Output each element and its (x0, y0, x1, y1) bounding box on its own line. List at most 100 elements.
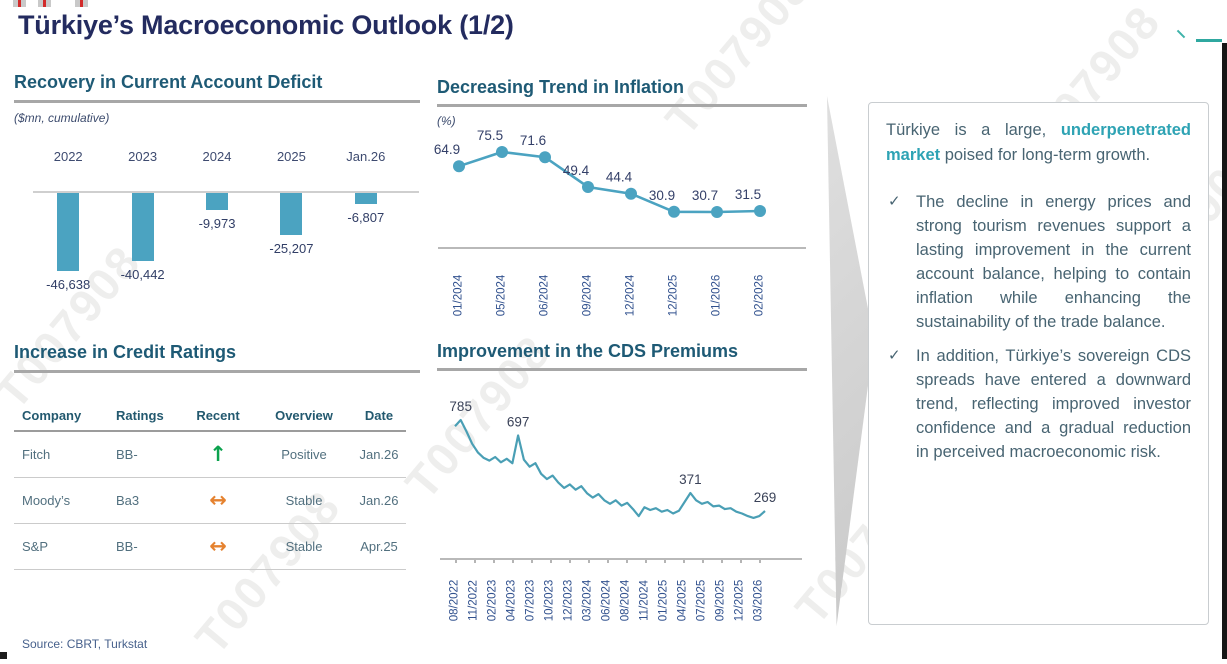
section-divider (437, 368, 807, 371)
inflation-marker (582, 181, 594, 193)
rating-trend-cell: ↑ (180, 444, 256, 465)
bar-category-label: 2023 (128, 149, 158, 164)
inflation-value-label: 49.4 (563, 163, 590, 178)
up-arrow-icon: ↑ (209, 442, 227, 466)
bar-group: -25,207 (254, 193, 328, 328)
rating-date: Apr.25 (360, 539, 398, 554)
inflation-marker (711, 206, 723, 218)
bar-group: -46,638 (31, 193, 105, 328)
panel-bullet: ✓ In addition, Türkiye’s sovereign CDS sp… (886, 344, 1191, 464)
teal-tick-decoration (1176, 29, 1186, 39)
bullet-text: The decline in energy prices and strong … (916, 192, 1191, 331)
inflation-x-label: 12/2024 (624, 274, 637, 317)
cds-x-label: 08/2024 (619, 579, 632, 622)
inflation-value-label: 71.6 (520, 133, 546, 148)
section-title-cds: Improvement in the CDS Premiums (437, 341, 739, 361)
current-account-categories: 2022 2023 2024 2025 Jan.26 (31, 149, 403, 164)
logo-fragment-icon (13, 0, 26, 7)
bar-group: -40,442 (105, 193, 179, 328)
inflation-line-chart: 64.9 75.5 71.6 49.4 44.4 30.9 30.7 31.5 (434, 128, 766, 218)
cds-line-chart: 785 697 371 269 (449, 399, 777, 519)
inflation-marker (539, 151, 551, 164)
inflation-x-label: 05/2024 (495, 274, 508, 317)
section-title-inflation: Decreasing Trend in Inflation (437, 77, 685, 97)
panel-bullets: ✓ The decline in energy prices and strong… (886, 190, 1191, 465)
commentary-panel: Türkiye is a large, underpenetrated mark… (868, 102, 1209, 625)
rating-date: Jan.26 (359, 493, 399, 508)
check-icon: ✓ (888, 192, 901, 210)
inflation-x-label: 12/2025 (667, 274, 680, 317)
deficit-bar (206, 193, 229, 210)
cds-x-label: 07/2025 (695, 579, 708, 622)
cds-x-label: 04/2025 (676, 579, 689, 622)
rating-trend-cell: ↔ (180, 536, 256, 557)
bar-category-label: 2022 (53, 149, 83, 164)
cds-x-label: 12/2023 (562, 579, 575, 622)
rating-outlook: Stable (285, 539, 323, 554)
inflation-x-axis (438, 247, 806, 249)
cds-axis-tick (740, 558, 742, 563)
cds-axis-tick (550, 558, 552, 563)
inflation-value-label: 30.9 (649, 188, 675, 203)
inflation-unit-label: (%) (437, 114, 456, 128)
bottom-left-mark (0, 652, 7, 659)
cds-axis-tick (588, 558, 590, 563)
cds-x-label: 02/2023 (486, 579, 499, 622)
cds-x-labels: 08/2022 11/2022 02/2023 04/2023 07/2023 10/20… (437, 570, 807, 660)
bar-group: -6,807 (329, 193, 403, 328)
inflation-x-label: 02/2026 (753, 274, 766, 317)
cds-axis-tick (474, 558, 476, 563)
inflation-value-label: 75.5 (477, 128, 503, 143)
cds-axis-tick (626, 558, 628, 563)
inflation-x-label: 06/2024 (538, 274, 551, 317)
current-account-unit-label: ($mn, cumulative) (14, 111, 110, 125)
cds-axis-tick (531, 558, 533, 563)
rating-value: Ba3 (116, 493, 140, 508)
bar-value-label: -25,207 (269, 241, 314, 256)
inflation-marker (754, 205, 766, 217)
ratings-col-header: Recent (196, 407, 240, 423)
cds-axis-tick (721, 558, 723, 563)
cds-value-label: 269 (754, 490, 777, 505)
deficit-bar (354, 193, 377, 204)
ratings-row: Fitch BB- ↑ Positive Jan.26 (14, 432, 406, 478)
ratings-row: S&P BB- ↔ Stable Apr.25 (14, 524, 406, 570)
bar-value-label: -9,973 (198, 216, 236, 231)
flat-arrow-icon: ↔ (209, 488, 227, 512)
section-title-current-account: Recovery in Current Account Deficit (14, 72, 323, 92)
cds-x-label: 11/2024 (638, 580, 651, 621)
rating-company: Moody’s (22, 493, 71, 508)
section-title-ratings: Increase in Credit Ratings (14, 342, 237, 362)
logo-fragment-icon (38, 0, 51, 7)
bar-value-label: -40,442 (120, 267, 165, 282)
panel-bullet: ✓ The decline in energy prices and strong… (886, 190, 1191, 334)
teal-dash-decoration (1196, 39, 1222, 42)
rating-company: S&P (22, 539, 49, 554)
inflation-marker (625, 187, 637, 200)
bullet-text: In addition, Türkiye’s sovereign CDS spr… (916, 346, 1191, 462)
inflation-value-label: 30.7 (692, 188, 718, 203)
rating-company: Fitch (22, 447, 51, 462)
ratings-table: Company Ratings Recent Overview Date Fitch BB… (14, 400, 406, 570)
inflation-marker (496, 146, 508, 158)
cds-x-label: 04/2023 (505, 579, 518, 622)
cds-line (454, 418, 766, 519)
ratings-col-header: Ratings (116, 407, 164, 423)
cds-value-label: 371 (679, 472, 702, 487)
check-icon: ✓ (888, 346, 901, 364)
bar-group: -9,973 (180, 193, 254, 328)
cds-x-label: 03/2026 (752, 579, 765, 622)
section-divider (14, 370, 420, 373)
cds-axis-tick (607, 558, 609, 563)
cds-axis-tick (645, 558, 647, 563)
inflation-marker (453, 160, 465, 173)
section-divider (14, 100, 420, 103)
cds-x-label: 09/2025 (714, 579, 727, 622)
transition-arrow (826, 96, 874, 626)
ratings-col-header: Company (22, 407, 82, 423)
cds-x-axis (437, 553, 807, 565)
cds-axis-tick (512, 558, 514, 563)
cds-axis-tick (569, 558, 571, 563)
inflation-x-labels: 01/2024 05/2024 06/2024 09/2024 12/2024 12/20… (437, 256, 777, 341)
